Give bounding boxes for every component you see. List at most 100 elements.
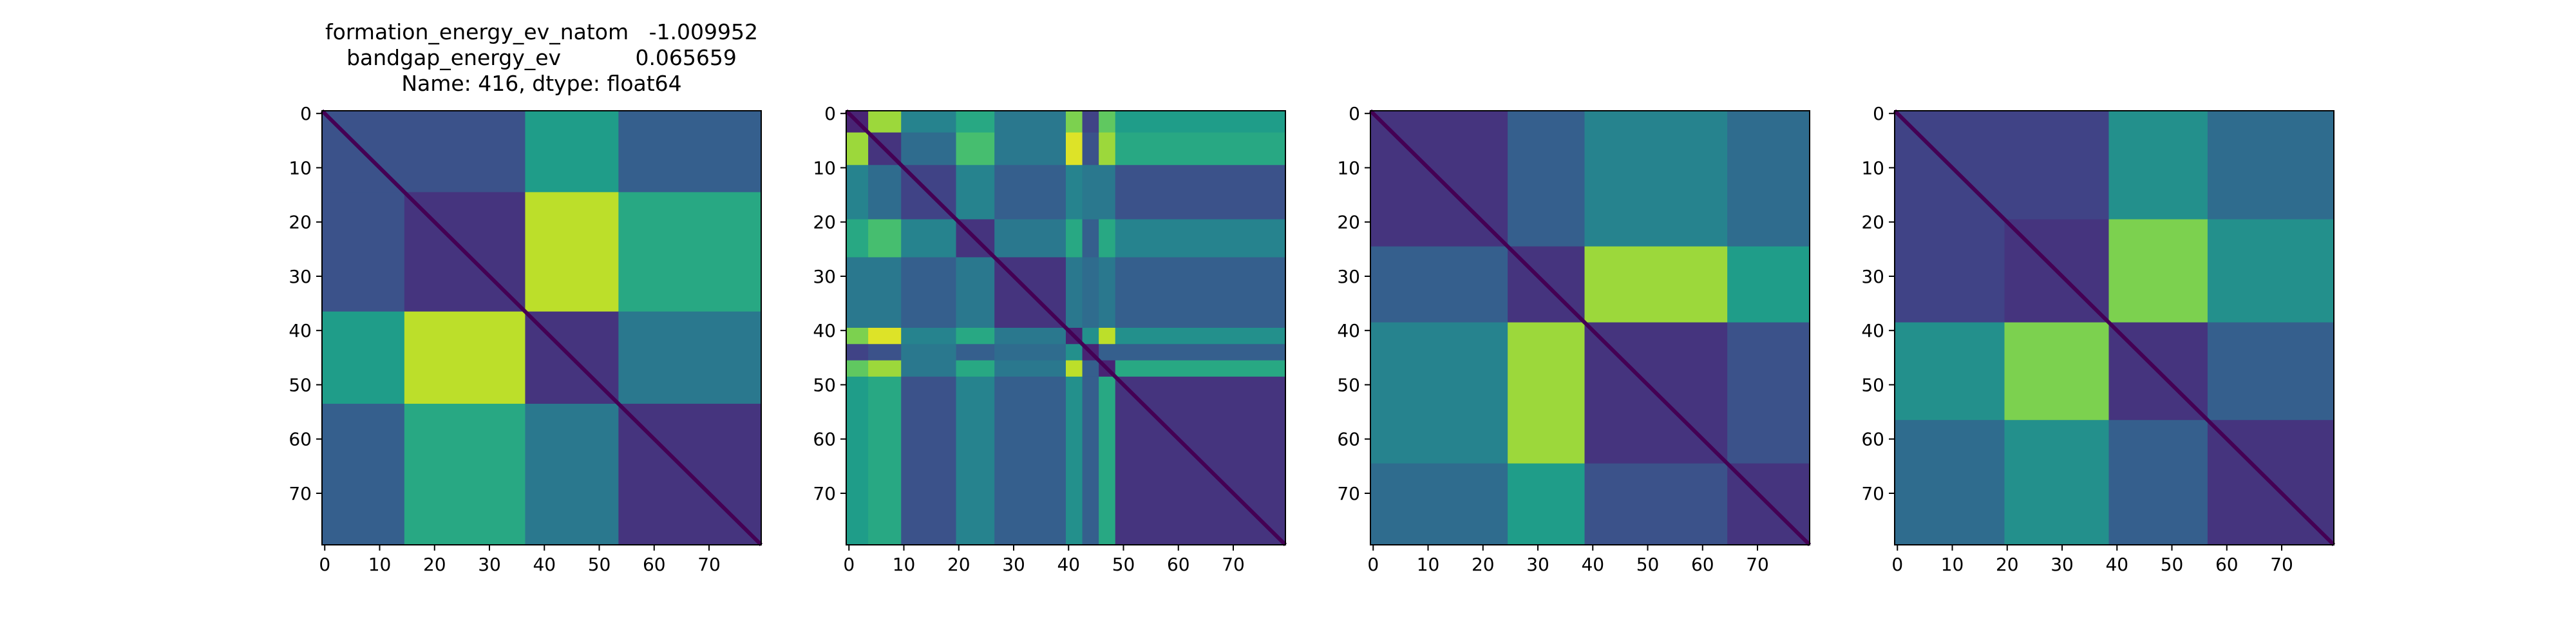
heatmap-cell	[404, 403, 526, 545]
heatmap-cell	[2207, 322, 2334, 421]
x-tick-label: 40	[1057, 554, 1080, 575]
heatmap-panel: formation_energy_ev_natom -1.009952bandg…	[289, 19, 763, 575]
heatmap-cell	[1370, 463, 1508, 545]
heatmap-cell	[1584, 111, 1728, 247]
heatmap-cell	[1082, 376, 1099, 545]
heatmap-cell	[322, 192, 405, 312]
y-tick-label: 10	[1337, 157, 1360, 178]
heatmap-cell	[404, 111, 526, 193]
heatmap-cell	[956, 360, 995, 377]
x-tick-label: 50	[1636, 554, 1660, 575]
x-tick-label: 70	[697, 554, 721, 575]
y-tick-label: 70	[1861, 483, 1884, 504]
heatmap-panel: 0 10 20 30 40 50 60 70 0 10 20 30 40 50 60 70	[1337, 103, 1812, 575]
heatmap-cell	[525, 403, 619, 545]
diagonal	[1368, 109, 1812, 547]
x-tick-label: 60	[2215, 554, 2239, 575]
y-tick-label: 50	[1861, 374, 1884, 395]
heatmap-cell	[1727, 246, 1810, 323]
y-tick-label: 10	[813, 157, 836, 178]
heatmap-cell	[1508, 111, 1585, 247]
x-tick-label: 60	[1691, 554, 1714, 575]
heatmap-cell	[2004, 322, 2109, 421]
y-tick-label: 30	[289, 266, 312, 287]
heatmap-cell	[1508, 463, 1585, 545]
heatmap-cell	[2004, 420, 2109, 545]
heatmap-cell	[868, 360, 902, 377]
heatmap-cell	[868, 165, 902, 220]
heatmap-cell	[525, 192, 619, 312]
heatmap-cell	[1584, 246, 1728, 323]
heatmap-cell	[1066, 257, 1083, 328]
heatmap-cell	[994, 132, 1066, 166]
heatmap-cell	[618, 192, 762, 312]
x-tick-label: 70	[2270, 554, 2293, 575]
y-tick-label: 0	[1349, 103, 1360, 124]
heatmap-cell	[1115, 360, 1286, 377]
heatmap-cell	[901, 219, 956, 258]
heatmap-cell	[322, 403, 405, 545]
y-tick-label: 20	[813, 212, 836, 233]
y-tick-label: 60	[1861, 429, 1884, 450]
heatmap-cell	[1727, 111, 1810, 247]
heatmap-cell	[956, 111, 995, 133]
heatmap-cell	[1082, 165, 1099, 220]
heatmap-cell	[901, 132, 956, 166]
heatmap-cell	[1082, 257, 1099, 328]
heatmap-cell	[1508, 322, 1585, 464]
heatmap-cell	[956, 257, 995, 328]
y-tick-label: 20	[1861, 212, 1884, 233]
heatmap-cell	[901, 111, 956, 133]
heatmap-cell	[1082, 219, 1099, 258]
heatmap-cell	[525, 111, 619, 193]
heatmap-cell	[1082, 328, 1099, 345]
heatmap-cell	[846, 328, 869, 345]
heatmap-cell	[2207, 219, 2334, 323]
heatmap-cell	[1115, 165, 1286, 220]
x-tick-label: 0	[319, 554, 330, 575]
heatmap-cell	[868, 111, 902, 133]
x-tick-label: 20	[947, 554, 971, 575]
heatmap-cell	[901, 344, 956, 361]
heatmap-cell	[1066, 344, 1083, 361]
y-tick-label: 0	[1873, 103, 1884, 124]
heatmap-cell	[1082, 132, 1099, 166]
heatmap-cell	[901, 328, 956, 345]
y-tick-label: 40	[1861, 320, 1884, 341]
heatmap-cell	[1727, 322, 1810, 464]
heatmap-cell	[404, 311, 526, 404]
x-tick-label: 30	[1526, 554, 1549, 575]
x-tick-label: 60	[1167, 554, 1190, 575]
y-tick-label: 40	[1337, 320, 1360, 341]
x-tick-label: 10	[1941, 554, 1964, 575]
heatmap-cell	[1895, 420, 2005, 545]
x-tick-label: 10	[368, 554, 392, 575]
heatmap-cell	[846, 132, 869, 166]
y-tick-label: 20	[289, 212, 312, 233]
x-tick-label: 20	[423, 554, 446, 575]
y-tick-label: 20	[1337, 212, 1360, 233]
x-tick-label: 30	[478, 554, 501, 575]
chart-title: bandgap_energy_ev 0.065659	[346, 45, 737, 70]
x-tick-label: 30	[2050, 554, 2074, 575]
x-tick-label: 10	[1417, 554, 1440, 575]
y-tick-label: 60	[1337, 429, 1360, 450]
y-tick-label: 70	[289, 483, 312, 504]
y-tick-label: 30	[1861, 266, 1884, 287]
axes-frame	[321, 110, 762, 545]
heatmap-cell	[1099, 344, 1116, 361]
y-tick-label: 60	[289, 429, 312, 450]
heatmap-panel: 0 10 20 30 40 50 60 70 0 10 20 30 40 50 60 70	[813, 103, 1287, 575]
heatmap-cell	[956, 165, 995, 220]
heatmap-cell	[1066, 165, 1083, 220]
x-tick-label: 50	[588, 554, 611, 575]
heatmap-cell	[868, 344, 902, 361]
x-tick-label: 70	[1746, 554, 1769, 575]
diagonal	[1893, 109, 2336, 547]
y-tick-label: 70	[813, 483, 836, 504]
heatmap-cell	[2108, 420, 2208, 545]
heatmap-cell	[901, 257, 956, 328]
heatmap-cell	[1115, 219, 1286, 258]
